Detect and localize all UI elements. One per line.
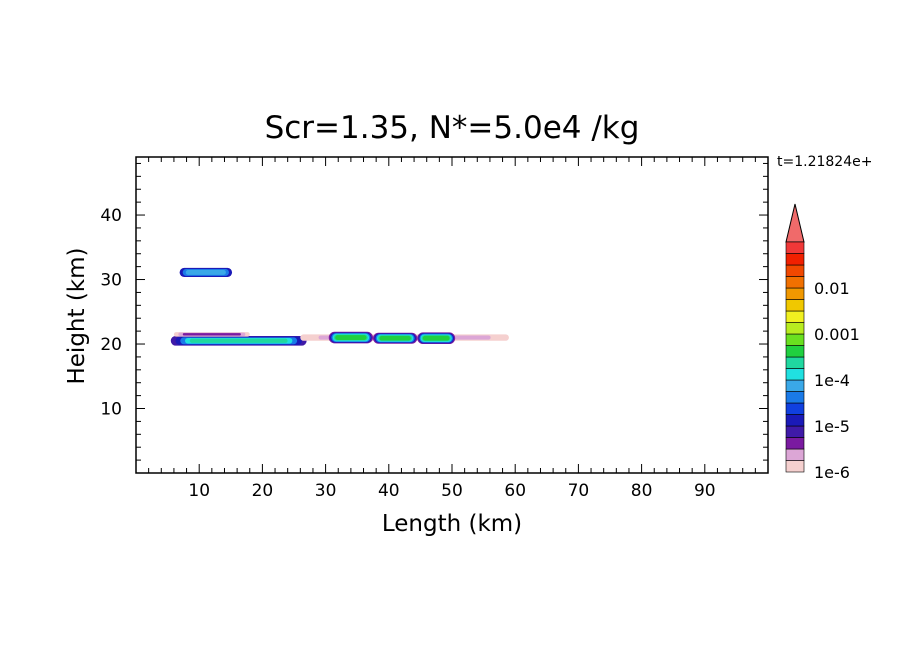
colorbar-swatch bbox=[785, 391, 805, 404]
x-tick-label: 60 bbox=[504, 481, 526, 501]
colorbar-swatch bbox=[785, 437, 805, 450]
contour-blob-2 bbox=[373, 332, 418, 344]
colorbar-swatch bbox=[785, 253, 805, 266]
y-tick-label: 40 bbox=[100, 206, 122, 226]
x-tick-label: 50 bbox=[441, 481, 463, 501]
colorbar-swatch bbox=[785, 322, 805, 335]
contour-main-band bbox=[170, 335, 307, 346]
colorbar-swatch bbox=[785, 414, 805, 427]
contour-band-top-haze bbox=[173, 332, 250, 337]
x-axis-label: Length (km) bbox=[382, 511, 522, 537]
y-axis-label: Height (km) bbox=[64, 247, 90, 384]
colorbar-swatch bbox=[785, 299, 805, 312]
x-tick-label: 30 bbox=[315, 481, 337, 501]
colorbar-swatch bbox=[785, 287, 805, 300]
x-tick-label: 10 bbox=[188, 481, 210, 501]
x-tick-label: 90 bbox=[694, 481, 716, 501]
y-tick-label: 10 bbox=[100, 400, 122, 420]
chart-title: Scr=1.35, N*=5.0e4 /kg bbox=[265, 110, 640, 146]
colorbar-swatch bbox=[785, 276, 805, 289]
colorbar-swatch bbox=[785, 333, 805, 346]
x-tick-label: 70 bbox=[568, 481, 590, 501]
contour-level-7 bbox=[185, 270, 226, 275]
colorbar-swatch bbox=[785, 310, 805, 323]
time-label: t=1.21824e+ bbox=[777, 154, 872, 170]
colorbar-swatch bbox=[785, 402, 805, 415]
contour-level-9 bbox=[189, 338, 288, 343]
contour-level-10 bbox=[335, 335, 367, 340]
colorbar-swatch bbox=[785, 345, 805, 358]
contour-blob-3 bbox=[417, 332, 456, 345]
plot-frame bbox=[135, 156, 769, 474]
plot-area bbox=[170, 267, 509, 346]
x-tick-label: 80 bbox=[631, 481, 653, 501]
colorbar: 1e-6 1e-5 1e-4 0.001 0.01 bbox=[785, 203, 860, 482]
x-tick-label: 40 bbox=[378, 481, 400, 501]
contour-blob-1 bbox=[328, 331, 373, 344]
colorbar-swatch bbox=[785, 460, 805, 473]
colorbar-label: 1e-6 bbox=[814, 463, 850, 482]
contour-level-2 bbox=[182, 333, 241, 336]
contour-level-10 bbox=[379, 335, 411, 341]
colorbar-swatch bbox=[785, 379, 805, 392]
contour-upper-patch bbox=[179, 267, 233, 277]
colorbar-swatch bbox=[785, 368, 805, 381]
axis-tick-labels: 10 20 30 40 50 60 70 80 90 10 20 30 40 bbox=[100, 206, 715, 501]
colorbar-label: 1e-5 bbox=[814, 417, 850, 436]
y-tick-label: 20 bbox=[100, 335, 122, 355]
colorbar-swatch bbox=[785, 425, 805, 438]
axis-ticks bbox=[136, 157, 768, 473]
contour-level-10 bbox=[422, 335, 450, 341]
colorbar-label: 1e-4 bbox=[814, 371, 850, 390]
colorbar-swatch bbox=[785, 264, 805, 277]
colorbar-extend-arrow bbox=[785, 203, 805, 243]
colorbar-swatch bbox=[785, 356, 805, 369]
colorbar-swatch bbox=[785, 448, 805, 461]
x-tick-label: 20 bbox=[252, 481, 274, 501]
colorbar-label: 0.01 bbox=[814, 279, 850, 298]
y-tick-label: 30 bbox=[100, 271, 122, 291]
colorbar-swatch bbox=[785, 241, 805, 254]
colorbar-label: 0.001 bbox=[814, 325, 860, 344]
